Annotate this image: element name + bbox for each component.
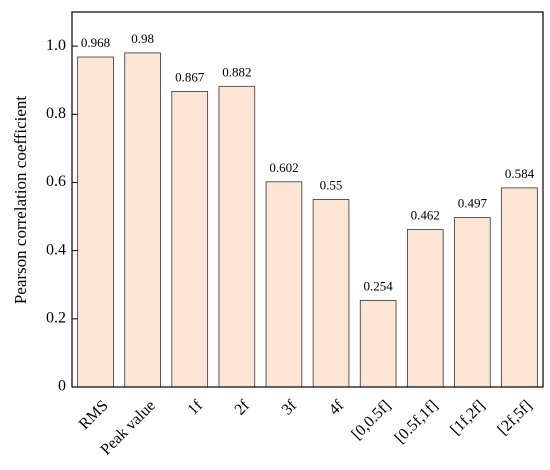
x-tick-label: 2f — [232, 397, 254, 419]
bar — [171, 91, 209, 388]
x-tick-label: 3f — [279, 397, 301, 419]
value-label: 0.584 — [505, 166, 535, 181]
x-tick-label: [0.5f,1f] — [392, 397, 442, 447]
y-tick-label: 0.8 — [46, 105, 66, 122]
y-tick-label: 1.0 — [46, 37, 66, 54]
x-tick-label: 4f — [326, 397, 348, 419]
bar — [218, 85, 256, 388]
value-label: 0.968 — [81, 35, 110, 50]
bar — [77, 56, 114, 388]
bar — [501, 187, 538, 388]
bar — [124, 52, 161, 388]
value-label: 0.254 — [364, 278, 394, 293]
x-tick-label: RMS — [76, 397, 112, 433]
value-label: 0.602 — [269, 160, 298, 175]
y-tick-label: 0.2 — [46, 309, 66, 326]
bar — [359, 300, 397, 388]
value-label: 0.867 — [175, 69, 205, 84]
bar — [312, 199, 350, 388]
x-tick-label: 1f — [184, 397, 206, 419]
value-label: 0.497 — [458, 196, 488, 211]
value-label: 0.98 — [131, 31, 154, 46]
x-tick-label: [1f,2f] — [447, 397, 488, 438]
y-tick-label: 0.6 — [46, 173, 66, 190]
x-tick-label: [0,0.5f] — [348, 397, 394, 443]
y-tick-label: 0.4 — [46, 241, 66, 258]
value-label: 0.882 — [222, 64, 251, 79]
value-label: 0.462 — [411, 208, 440, 223]
bar — [406, 229, 444, 388]
y-tick-label: 0 — [58, 378, 66, 395]
bar — [454, 217, 491, 388]
x-tick-label: [2f,5f] — [494, 397, 535, 438]
bar — [265, 181, 303, 388]
value-label: 0.55 — [320, 178, 343, 193]
y-axis-title: Pearson correlation coefficient — [11, 96, 30, 305]
plot-frame — [71, 11, 544, 388]
